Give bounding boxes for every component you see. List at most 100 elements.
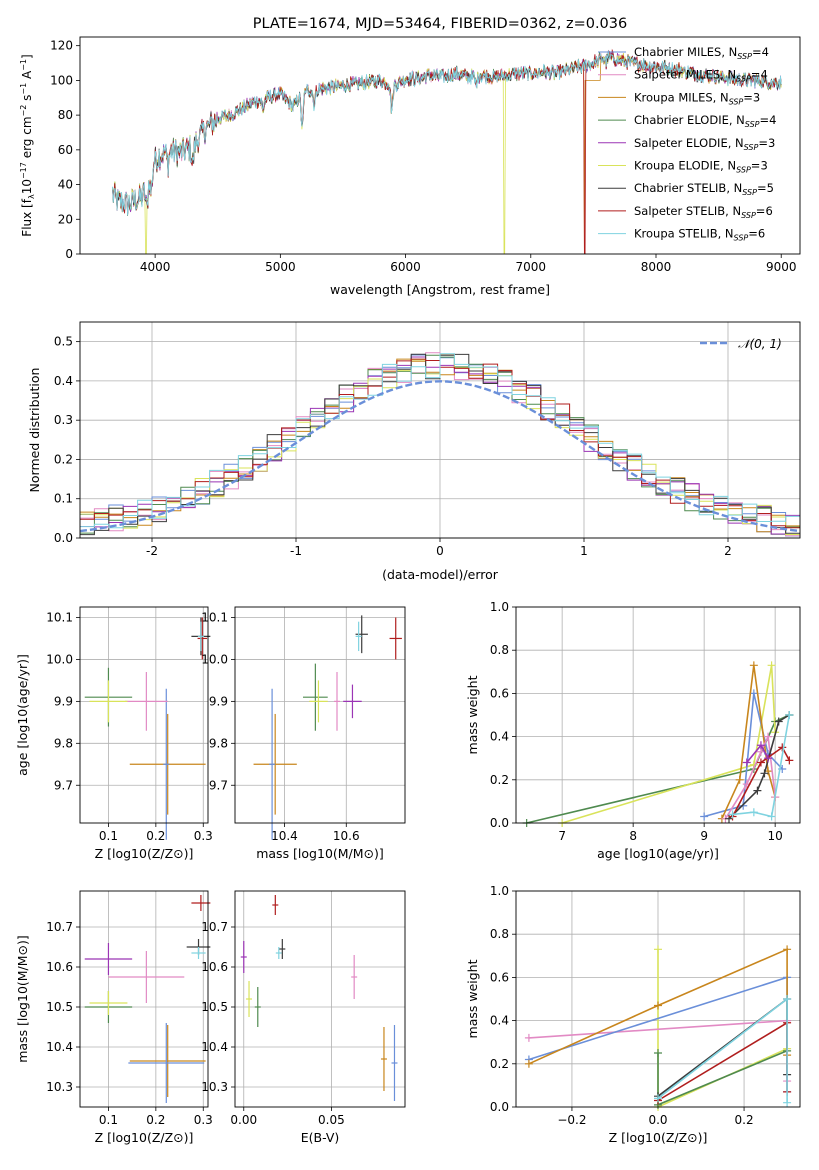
spectrum-panel: 4000 5000 6000 7000 8000 9000 0 20 40 60 80 100 120 P… xyxy=(19,16,801,297)
legend-series-name: Chabrier STELIB xyxy=(634,181,726,195)
legend-n-prefix: , N xyxy=(725,204,741,218)
error-bar-point xyxy=(108,951,185,1003)
legend-ssp: SSP xyxy=(745,120,760,129)
mass-weight-marker xyxy=(756,741,765,750)
legend-nssp: 5 xyxy=(767,181,774,195)
y-axis-label-part: ] xyxy=(20,54,34,59)
y-tick-label: 0.6 xyxy=(490,686,509,700)
y-tick-label: 1.0 xyxy=(490,600,509,614)
mass-weight-marker xyxy=(749,661,758,670)
mass_vs_Z-panel: 0.1 0.2 0.3 10.3 10.4 10.5 10.6 10.7 Z [log10(Z/… xyxy=(15,890,213,1145)
y-tick-label: 0.8 xyxy=(490,643,509,657)
mass-weight-marker xyxy=(749,689,758,698)
x-tick-label: 10 xyxy=(768,829,783,843)
error-bar-point xyxy=(253,713,297,815)
x-axis-label: mass [log10(M/M⊙)] xyxy=(256,846,384,861)
x-tick-label: 10.4 xyxy=(271,829,298,843)
mass-weight-marker xyxy=(767,661,776,670)
legend-n-prefix: , N xyxy=(729,113,745,127)
legend-n-prefix: , N xyxy=(721,45,737,59)
x-tick-label: 1 xyxy=(580,544,588,558)
x-tick-label: 0.0 xyxy=(648,1113,667,1127)
legend-ssp: SSP xyxy=(736,166,751,175)
error-bar-point xyxy=(89,991,128,1015)
error-bar-point xyxy=(351,955,358,999)
legend-nssp: 4 xyxy=(762,45,769,59)
y-axis-label-part: −1 xyxy=(19,59,28,71)
axes-frame xyxy=(79,36,801,255)
x-tick-label: 9000 xyxy=(766,260,797,274)
legend-nssp: 6 xyxy=(758,227,765,241)
y-tick-label: 10.6 xyxy=(201,960,228,974)
y-axis-label-part: Flux [f xyxy=(20,198,34,236)
residual-panel: -2 -1 0 1 2 0.0 0.1 0.2 0.3 0.4 0.5 𝒩(0, 1) (data-mo… xyxy=(27,321,801,582)
x-axis-label: Z [log10(Z/Z⊙)] xyxy=(609,1130,708,1145)
x-tick-label: 8 xyxy=(629,829,637,843)
mass-weight-marker xyxy=(728,810,737,819)
legend-series-name: Kroupa MILES xyxy=(634,90,713,104)
x-axis-label: E(B-V) xyxy=(301,1130,340,1145)
mass-weight-marker xyxy=(767,812,776,821)
mass-weight-marker xyxy=(760,769,769,778)
x-tick-label: 0.2 xyxy=(735,1113,754,1127)
mass-weight-marker xyxy=(735,775,744,784)
x-axis-label: Z [log10(Z/Z⊙)] xyxy=(95,1130,194,1145)
x-tick-label: 7000 xyxy=(516,260,547,274)
legend-ssp: SSP xyxy=(741,211,756,220)
mass-weight-marker xyxy=(524,1033,533,1042)
legend-label: Salpeter ELODIE, NSSP=3 xyxy=(634,136,775,152)
error-bar-point xyxy=(272,895,279,915)
x-tick-label: 0.05 xyxy=(318,1113,345,1127)
y-axis-label: age [log10(age/yr)] xyxy=(15,654,30,776)
legend-eq: = xyxy=(752,45,762,59)
y-axis-label-part: 10 xyxy=(20,179,34,194)
y-tick-label: 10.1 xyxy=(201,610,228,624)
y-tick-label: 10.5 xyxy=(46,1000,73,1014)
y-axis-label: Flux [fλ10−17 erg cm−2 s−1 A−1] xyxy=(19,54,36,236)
x-axis-label: wavelength [Angstrom, rest frame] xyxy=(330,282,550,297)
y-tick-label: 10.4 xyxy=(46,1040,73,1054)
mass-weight-line xyxy=(724,733,776,820)
y-tick-label: 120 xyxy=(50,39,73,53)
legend-eq: = xyxy=(748,227,758,241)
legend-eq: = xyxy=(756,204,766,218)
legend-nssp: 4 xyxy=(769,113,776,127)
legend-eq: = xyxy=(743,90,753,104)
x-tick-label: −0.2 xyxy=(557,1113,586,1127)
mass-weight-marker xyxy=(756,758,765,767)
y-tick-label: 9.8 xyxy=(209,736,228,750)
legend-nssp: 3 xyxy=(753,90,760,104)
x-tick-label: 10.6 xyxy=(333,829,360,843)
y-tick-label: 100 xyxy=(50,73,73,87)
y-tick-label: 0.0 xyxy=(54,531,73,545)
y-tick-label: 0.4 xyxy=(54,374,73,388)
legend-ssp: SSP xyxy=(737,52,752,61)
legend-ssp: SSP xyxy=(734,234,749,243)
legend-eq: = xyxy=(751,68,761,82)
mass-weight-marker xyxy=(654,1094,662,1103)
age_vs_Z-panel: 0.1 0.2 0.3 9.7 9.8 9.9 10.0 10.1 Z [log10(Z/Z⊙)… xyxy=(15,606,213,861)
legend-label: Kroupa ELODIE, NSSP=3 xyxy=(634,159,768,175)
y-tick-label: 1.0 xyxy=(490,884,509,898)
x-tick-label: 2 xyxy=(724,544,732,558)
axes-frame xyxy=(515,890,801,1108)
error-bar-point xyxy=(197,621,204,652)
error-bar-point xyxy=(389,617,402,660)
x-tick-label: 0.1 xyxy=(99,829,118,843)
y-tick-label: 10.5 xyxy=(201,1000,228,1014)
y-tick-label: 80 xyxy=(58,108,73,122)
error-bar-point xyxy=(125,672,168,731)
error-bar-point xyxy=(309,680,328,723)
y-tick-label: 0.4 xyxy=(490,730,509,744)
y-tick-label: 9.7 xyxy=(209,778,228,792)
x-tick-label: 5000 xyxy=(265,260,296,274)
legend-eq: = xyxy=(758,136,768,150)
mass-weight-marker xyxy=(783,945,792,954)
legend-label: Kroupa MILES, NSSP=3 xyxy=(634,90,760,106)
y-tick-label: 0.0 xyxy=(490,816,509,830)
y-axis-label-part: −17 xyxy=(19,162,28,179)
error-bar-point xyxy=(279,939,286,959)
axes-frame xyxy=(234,606,406,824)
legend-label: Salpeter STELIB, NSSP=6 xyxy=(634,204,773,220)
y-tick-label: 10.0 xyxy=(201,652,228,666)
